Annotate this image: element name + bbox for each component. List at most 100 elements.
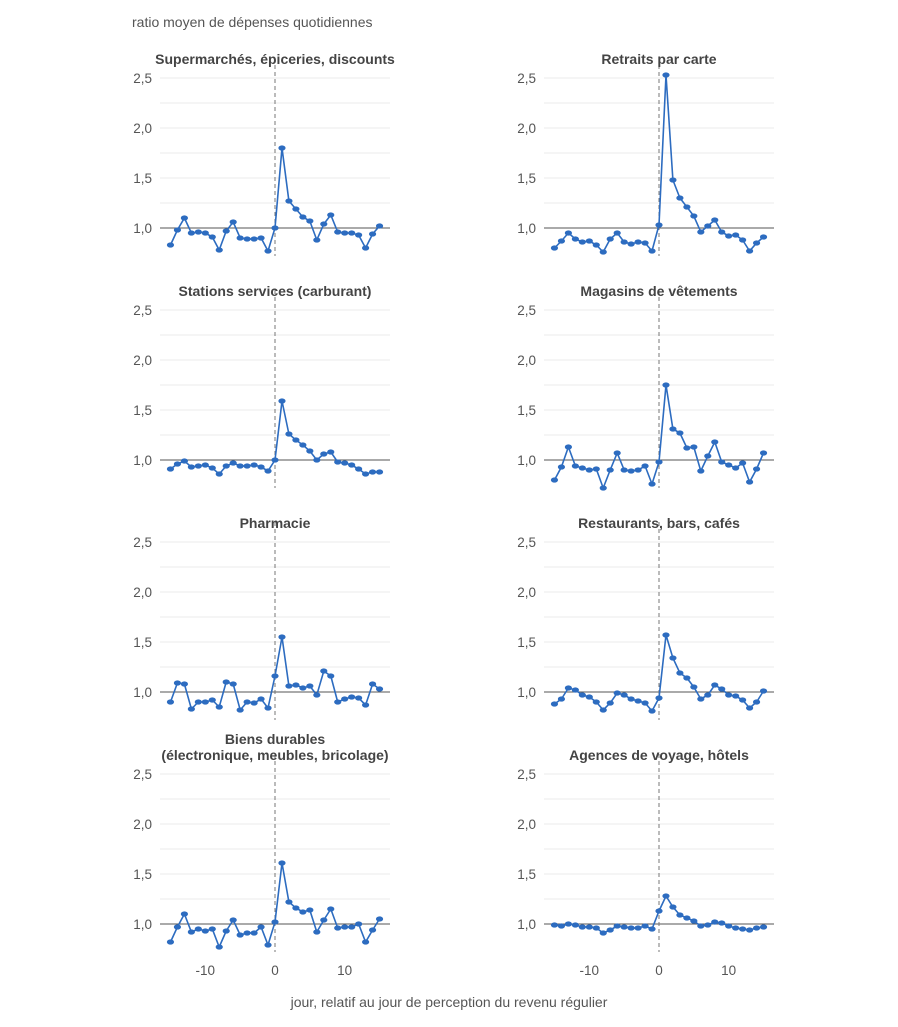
data-point <box>571 922 579 928</box>
data-point <box>320 917 328 923</box>
data-point <box>704 922 712 928</box>
data-point <box>375 686 384 692</box>
data-point <box>180 215 188 221</box>
data-point <box>571 236 579 242</box>
data-point <box>669 655 677 661</box>
data-point <box>564 921 572 927</box>
data-point <box>166 939 175 945</box>
data-point <box>739 237 747 243</box>
data-point <box>334 699 342 705</box>
data-point <box>697 923 705 929</box>
data-point <box>739 697 747 703</box>
data-point <box>348 230 356 236</box>
data-point <box>180 911 188 917</box>
y-tick-label: 1,0 <box>517 453 536 468</box>
data-point <box>676 195 684 201</box>
data-point <box>550 245 559 251</box>
data-point <box>362 471 370 477</box>
data-point <box>613 923 621 929</box>
data-point <box>327 212 335 218</box>
data-point <box>585 238 593 244</box>
data-point <box>271 673 279 679</box>
data-point <box>606 927 614 933</box>
y-tick-label: 2,5 <box>517 767 536 782</box>
data-point <box>285 899 293 905</box>
y-tick-label: 1,5 <box>517 171 536 186</box>
data-point <box>243 236 251 242</box>
data-point <box>676 670 684 676</box>
data-point <box>243 463 251 469</box>
data-point <box>278 145 286 151</box>
data-point <box>557 464 566 470</box>
data-point <box>229 460 237 466</box>
y-tick-label: 1,5 <box>133 403 152 418</box>
data-point <box>285 198 293 204</box>
data-point <box>752 925 761 931</box>
data-point <box>334 229 342 235</box>
data-point <box>752 466 761 472</box>
data-point <box>585 924 593 930</box>
data-point <box>564 230 572 236</box>
data-point <box>194 463 202 469</box>
data-point <box>676 430 684 436</box>
data-point <box>208 465 216 471</box>
data-point <box>564 444 572 450</box>
data-point <box>313 692 321 698</box>
data-point <box>648 481 656 487</box>
data-point <box>641 923 649 929</box>
data-point <box>201 699 209 705</box>
data-point <box>620 239 628 245</box>
data-point <box>299 909 307 915</box>
data-point <box>655 222 663 228</box>
data-point <box>348 462 356 468</box>
panel-title: Restaurants, bars, cafés <box>578 515 740 531</box>
data-point <box>704 692 712 698</box>
data-point <box>187 929 195 935</box>
data-point <box>725 923 733 929</box>
panel-title: Magasins de vêtements <box>580 283 737 299</box>
data-point <box>250 700 258 706</box>
data-point <box>292 905 300 911</box>
data-point <box>620 924 628 930</box>
y-tick-label: 1,5 <box>133 635 152 650</box>
data-point <box>250 462 258 468</box>
data-point <box>606 700 614 706</box>
data-point <box>641 463 649 469</box>
data-point <box>627 241 635 247</box>
y-tick-label: 1,0 <box>517 221 536 236</box>
y-tick-label: 2,0 <box>517 585 536 600</box>
data-point <box>606 236 614 242</box>
data-point <box>606 467 614 473</box>
data-point <box>264 942 272 948</box>
data-point <box>725 233 733 239</box>
data-point <box>306 907 314 913</box>
data-point <box>725 462 733 468</box>
data-point <box>306 218 314 224</box>
x-tick-label: -10 <box>580 963 600 978</box>
panel-5: 1,0 1,5 2,0 2,5 Pharmacie <box>133 515 390 720</box>
data-point <box>571 687 579 693</box>
data-point <box>375 916 384 922</box>
y-tick-label: 2,0 <box>517 121 536 136</box>
panel-2: 1,0 1,5 2,0 2,5 Retraits par carte <box>517 51 774 256</box>
data-point <box>264 705 272 711</box>
data-point <box>208 697 216 703</box>
data-point <box>299 214 307 220</box>
data-point <box>180 458 188 464</box>
data-point <box>341 696 349 702</box>
data-point <box>257 464 265 470</box>
data-point <box>257 235 265 241</box>
data-point <box>690 918 698 924</box>
y-tick-label: 1,5 <box>133 171 152 186</box>
panel-title: Biens durables <box>225 731 326 747</box>
data-point <box>215 471 223 477</box>
data-point <box>271 919 279 925</box>
data-point <box>746 479 754 485</box>
data-point <box>334 925 342 931</box>
panel-6: 1,0 1,5 2,0 2,5 Restaurants, bars, cafés <box>517 515 774 720</box>
data-point <box>355 466 363 472</box>
data-point <box>599 249 607 255</box>
data-point <box>662 72 670 78</box>
panel-title: (électronique, meubles, bricolage) <box>161 747 388 763</box>
data-point <box>187 464 195 470</box>
